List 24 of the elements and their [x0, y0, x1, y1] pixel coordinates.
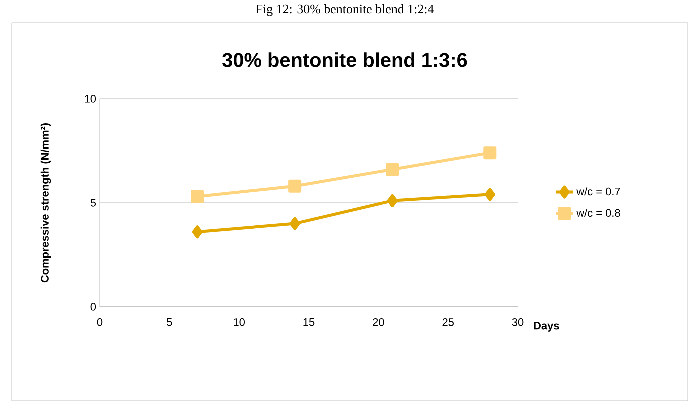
y-tick-label: 10 — [85, 95, 96, 103]
x-tick-label: 30 — [512, 318, 524, 326]
y-tick-label: 5 — [90, 199, 96, 207]
caption: Fig 12: 30% bentonite blend 1:2:4 — [256, 4, 434, 16]
point — [290, 217, 300, 230]
y-axis-title: Compressive strength (N/mm²) — [40, 123, 52, 283]
x-axis-title: Days — [534, 322, 560, 332]
point — [387, 194, 398, 208]
y-tick-label: 0 — [90, 303, 96, 311]
x-tick-label: 5 — [167, 318, 172, 326]
x-tick-label: 15 — [304, 318, 315, 326]
point — [192, 226, 203, 239]
point — [484, 188, 496, 202]
legend-label: w/c = 0.8 — [576, 208, 620, 218]
point — [288, 180, 302, 193]
chart-title: 30% bentonite blend 1:3:6 — [222, 52, 468, 68]
legend-label: w/c = 0.7 — [576, 188, 620, 196]
point — [484, 146, 497, 160]
x-tick-label: 10 — [234, 318, 245, 326]
x-tick-label: 25 — [442, 318, 454, 326]
x-tick-label: 0 — [97, 318, 103, 326]
x-tick-label: 20 — [373, 318, 384, 326]
point — [386, 163, 400, 176]
point — [191, 190, 204, 204]
